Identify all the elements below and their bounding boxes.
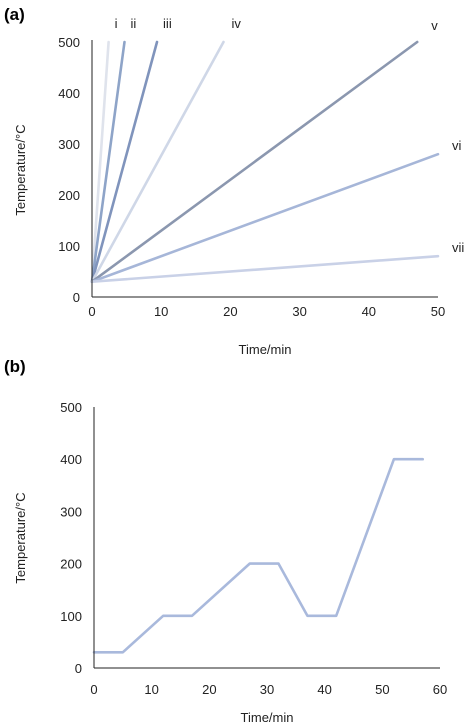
panel-a-y-ticks: 0 100 200 300 400 500 <box>58 35 80 305</box>
panel-b-x-tick-label: 40 <box>317 682 331 697</box>
panel-a-y-tick-label: 400 <box>58 86 80 101</box>
panel-a-series-line-v <box>90 40 419 284</box>
panel-a-series-label-vi: vi <box>452 138 462 153</box>
panel-a-x-tick-label: 0 <box>88 304 95 319</box>
panel-a-series-label-iii: iii <box>163 16 172 31</box>
panel-a-series-line-vii <box>90 254 440 284</box>
panel-a-y-tick-label: 200 <box>58 188 80 203</box>
panel-b-x-ticks: 0 10 20 30 40 50 60 <box>90 682 447 697</box>
panel-a-series-label-ii: ii <box>131 16 137 31</box>
panel-b-x-tick-label: 30 <box>260 682 274 697</box>
panel-a-x-tick-label: 30 <box>292 304 306 319</box>
panel-a-series-label-vii: vii <box>452 240 464 255</box>
panel-a-series-label-i: i <box>115 16 118 31</box>
panel-a-y-tick-label: 100 <box>58 239 80 254</box>
panel-b-series-lines <box>92 457 425 654</box>
panel-a-series-line-ii <box>90 40 126 284</box>
panel-a-x-tick-label: 20 <box>223 304 237 319</box>
panel-b-x-tick-label: 60 <box>433 682 447 697</box>
panel-b-x-tick-label: 0 <box>90 682 97 697</box>
panel-b-y-ticks: 0 100 200 300 400 500 <box>60 400 82 676</box>
panel-b-y-tick-label: 300 <box>60 504 82 519</box>
panel-a-x-tick-label: 50 <box>431 304 445 319</box>
panel-a-y-tick-label: 300 <box>58 137 80 152</box>
panel-b-x-axis-title: Time/min <box>241 710 294 725</box>
panel-a-label: (a) <box>4 5 25 24</box>
panel-a-series-line-iv <box>90 40 225 284</box>
panel-a-series-line-i <box>90 40 110 284</box>
panel-b-y-axis-title: Temperature/°C <box>13 492 28 583</box>
panel-b-y-tick-label: 500 <box>60 400 82 415</box>
panel-b-y-tick-label: 200 <box>60 557 82 572</box>
panel-a-x-tick-label: 10 <box>154 304 168 319</box>
panel-a-series-line-iii <box>90 40 159 284</box>
panel-b-chart: (b) 0 100 200 300 400 500 0 10 20 30 40 50 60 Time/… <box>4 357 447 725</box>
panel-a-y-tick-label: 0 <box>73 290 80 305</box>
panel-a-series-label-v: v <box>431 18 438 33</box>
panel-b-x-tick-label: 50 <box>375 682 389 697</box>
panel-a-y-axis-title: Temperature/°C <box>13 124 28 215</box>
panel-b-series-line <box>92 457 425 654</box>
panel-a-y-tick-label: 500 <box>58 35 80 50</box>
panel-a-x-axis-title: Time/min <box>239 342 292 357</box>
panel-a-series-line-vi <box>90 152 440 284</box>
panel-a-series-label-iv: iv <box>231 16 241 31</box>
panel-b-x-tick-label: 10 <box>144 682 158 697</box>
panel-b-label: (b) <box>4 357 26 376</box>
panel-b-y-tick-label: 400 <box>60 452 82 467</box>
panel-a-series-lines <box>90 40 440 284</box>
panel-b-y-tick-label: 0 <box>75 661 82 676</box>
panel-b-x-tick-label: 20 <box>202 682 216 697</box>
panel-a-x-tick-label: 40 <box>362 304 376 319</box>
panel-a-x-ticks: 0 10 20 30 40 50 <box>88 304 445 319</box>
panel-b-y-tick-label: 100 <box>60 609 82 624</box>
